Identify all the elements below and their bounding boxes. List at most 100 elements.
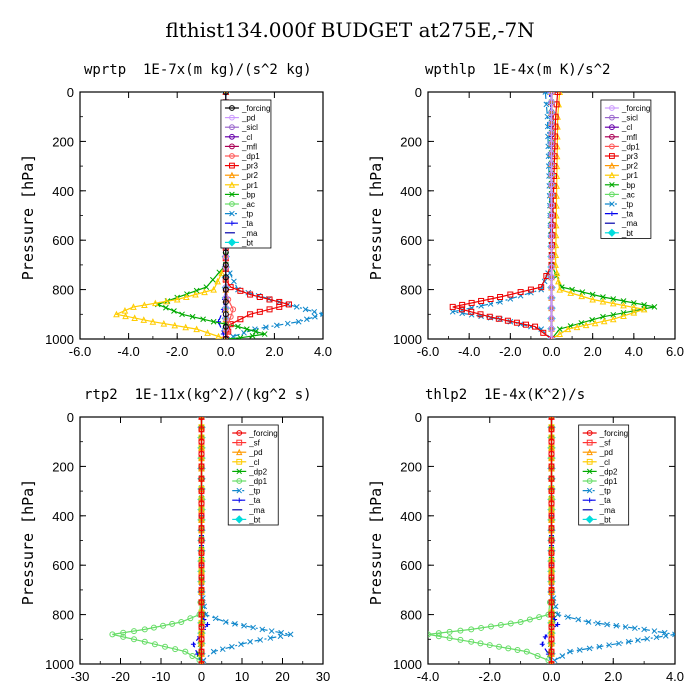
legend-label: _ma [599,506,616,515]
x-tick-label: -4.0 [117,344,139,359]
legend-marker [609,201,615,207]
y-tick-label: 400 [400,509,422,524]
series-marker-tp [625,638,632,645]
series-marker-tp [267,635,274,641]
series-marker-dp1 [151,641,158,648]
chart-panel-1: -6.0 -4.0 -2.0 0.0 2.0 4.0 0 200 400 600 800 1000 _f… [45,85,332,359]
series-marker-bp [235,323,241,330]
series-marker-forcing [548,562,555,569]
series-marker-forcing [198,549,205,556]
y-tick-label: 1000 [393,657,422,672]
y-tick-label: 1000 [393,332,422,347]
series-marker-forcing [198,586,205,593]
series-marker-dp1 [507,620,514,627]
legend-label: _bt [248,515,261,524]
x-tick-label: -6.0 [69,344,91,359]
legend: _forcing_pd_sicl_cl_mfl_dp1_pr3_pr2_pr1_… [220,99,272,249]
series-marker-pr3 [549,232,556,239]
series-marker-tp [542,92,549,95]
series-marker-dp1 [457,636,464,643]
x-tick-label: -6.0 [417,344,439,359]
series-marker-bp [600,313,606,320]
series-line-pr1 [114,92,227,339]
legend: _forcing_sf_pd_cl_dp2_dp1_tp_ta_ma_bt [227,424,279,526]
series-marker-pr1 [210,285,217,293]
series-marker-tp [241,622,247,629]
series-line-tp [550,417,675,664]
series-marker-bp [252,328,259,335]
series-marker-bp [589,317,596,323]
chart-panel-2: -6.0 -4.0 -2.0 0.0 2.0 4.0 6.0 0 200 400 600 800 100… [393,85,684,359]
x-tick-label: 20 [275,669,289,684]
legend-marker [607,228,617,237]
series-marker-pr1 [121,306,129,314]
legend-label: _bt [621,229,634,238]
legend-label: _tp [621,200,634,209]
series-marker-forcing [548,191,555,198]
series-marker-ta [555,621,561,627]
series-marker-pr3 [538,284,545,291]
legend-label: _forcing [248,429,277,438]
series-marker-pr3 [256,308,263,315]
series-marker-tp [661,629,668,636]
legend-label: _bp [241,190,256,199]
series-marker-forcing [198,463,205,470]
series-marker-pr1 [130,303,137,310]
x-tick-label: -2.0 [166,344,188,359]
series-marker-pr1 [171,321,179,329]
x-tick-label: -10 [152,669,171,684]
series-marker-bp [209,276,216,283]
series-marker-bp [578,320,585,326]
series-marker-dp1 [486,642,493,649]
series-marker-ta [220,331,226,337]
legend-marker [235,515,244,524]
legend-label: _ac [241,200,255,209]
series-marker-dp1 [120,629,127,636]
series-marker-forcing [548,233,555,240]
series-marker-dp1 [477,640,484,647]
series-marker-dp1 [446,628,453,635]
series-marker-tp [487,301,494,307]
series-marker-forcing [198,648,205,655]
y-tick-label: 0 [415,410,422,425]
legend-label: _bt [241,238,254,247]
x-tick-label: 4.0 [666,669,684,684]
legend-label: _cl [248,458,259,467]
x-tick-label: -4.0 [458,344,480,359]
series-marker-pr3 [237,316,244,323]
series-marker-forcing [548,500,555,507]
series-marker-tp [302,306,309,313]
x-tick-label: 0.0 [542,669,560,684]
series-marker-bp [651,304,658,310]
series-marker-tp [229,643,235,650]
series-marker-dp1 [428,631,431,638]
series-marker-forcing [222,311,229,318]
legend: _forcing_sicl_cl_mfl_dp1_pr3_pr2_pr1_bp_… [600,99,652,239]
series-marker-pr1 [553,269,561,277]
series-marker-tp [585,619,592,625]
legend-label: _mfl [621,133,637,142]
series-marker-pr1 [160,319,168,327]
legend-marker [609,114,615,121]
series-marker-forcing [198,537,205,544]
legend-label: _cl [599,458,610,467]
x-tick-label: 4.0 [625,344,643,359]
series-marker-pr3 [285,301,292,308]
series-marker-forcing [548,451,555,458]
x-tick-label: -4.0 [417,669,439,684]
series-marker-tp [293,304,300,310]
series-marker-pr3 [495,315,502,322]
series-marker-forcing [198,426,205,433]
series-marker-tp [604,621,610,628]
series-marker-forcing [548,475,555,482]
legend-marker [228,181,236,188]
legend-label: _mfl [241,142,257,151]
series-marker-forcing [548,263,555,270]
series-marker-tp [586,645,593,652]
series-marker-pr1 [582,321,590,329]
legend: _forcing_sf_pd_cl_dp2_dp1_tp_ta_ma_bt [578,424,630,526]
y-tick-label: 400 [52,509,74,524]
panel-title-wpthlp: wpthlp 1E-4x(m K)/s^2 [425,62,611,78]
series-marker-dp1 [514,647,521,654]
x-tick-label: 10 [235,669,249,684]
